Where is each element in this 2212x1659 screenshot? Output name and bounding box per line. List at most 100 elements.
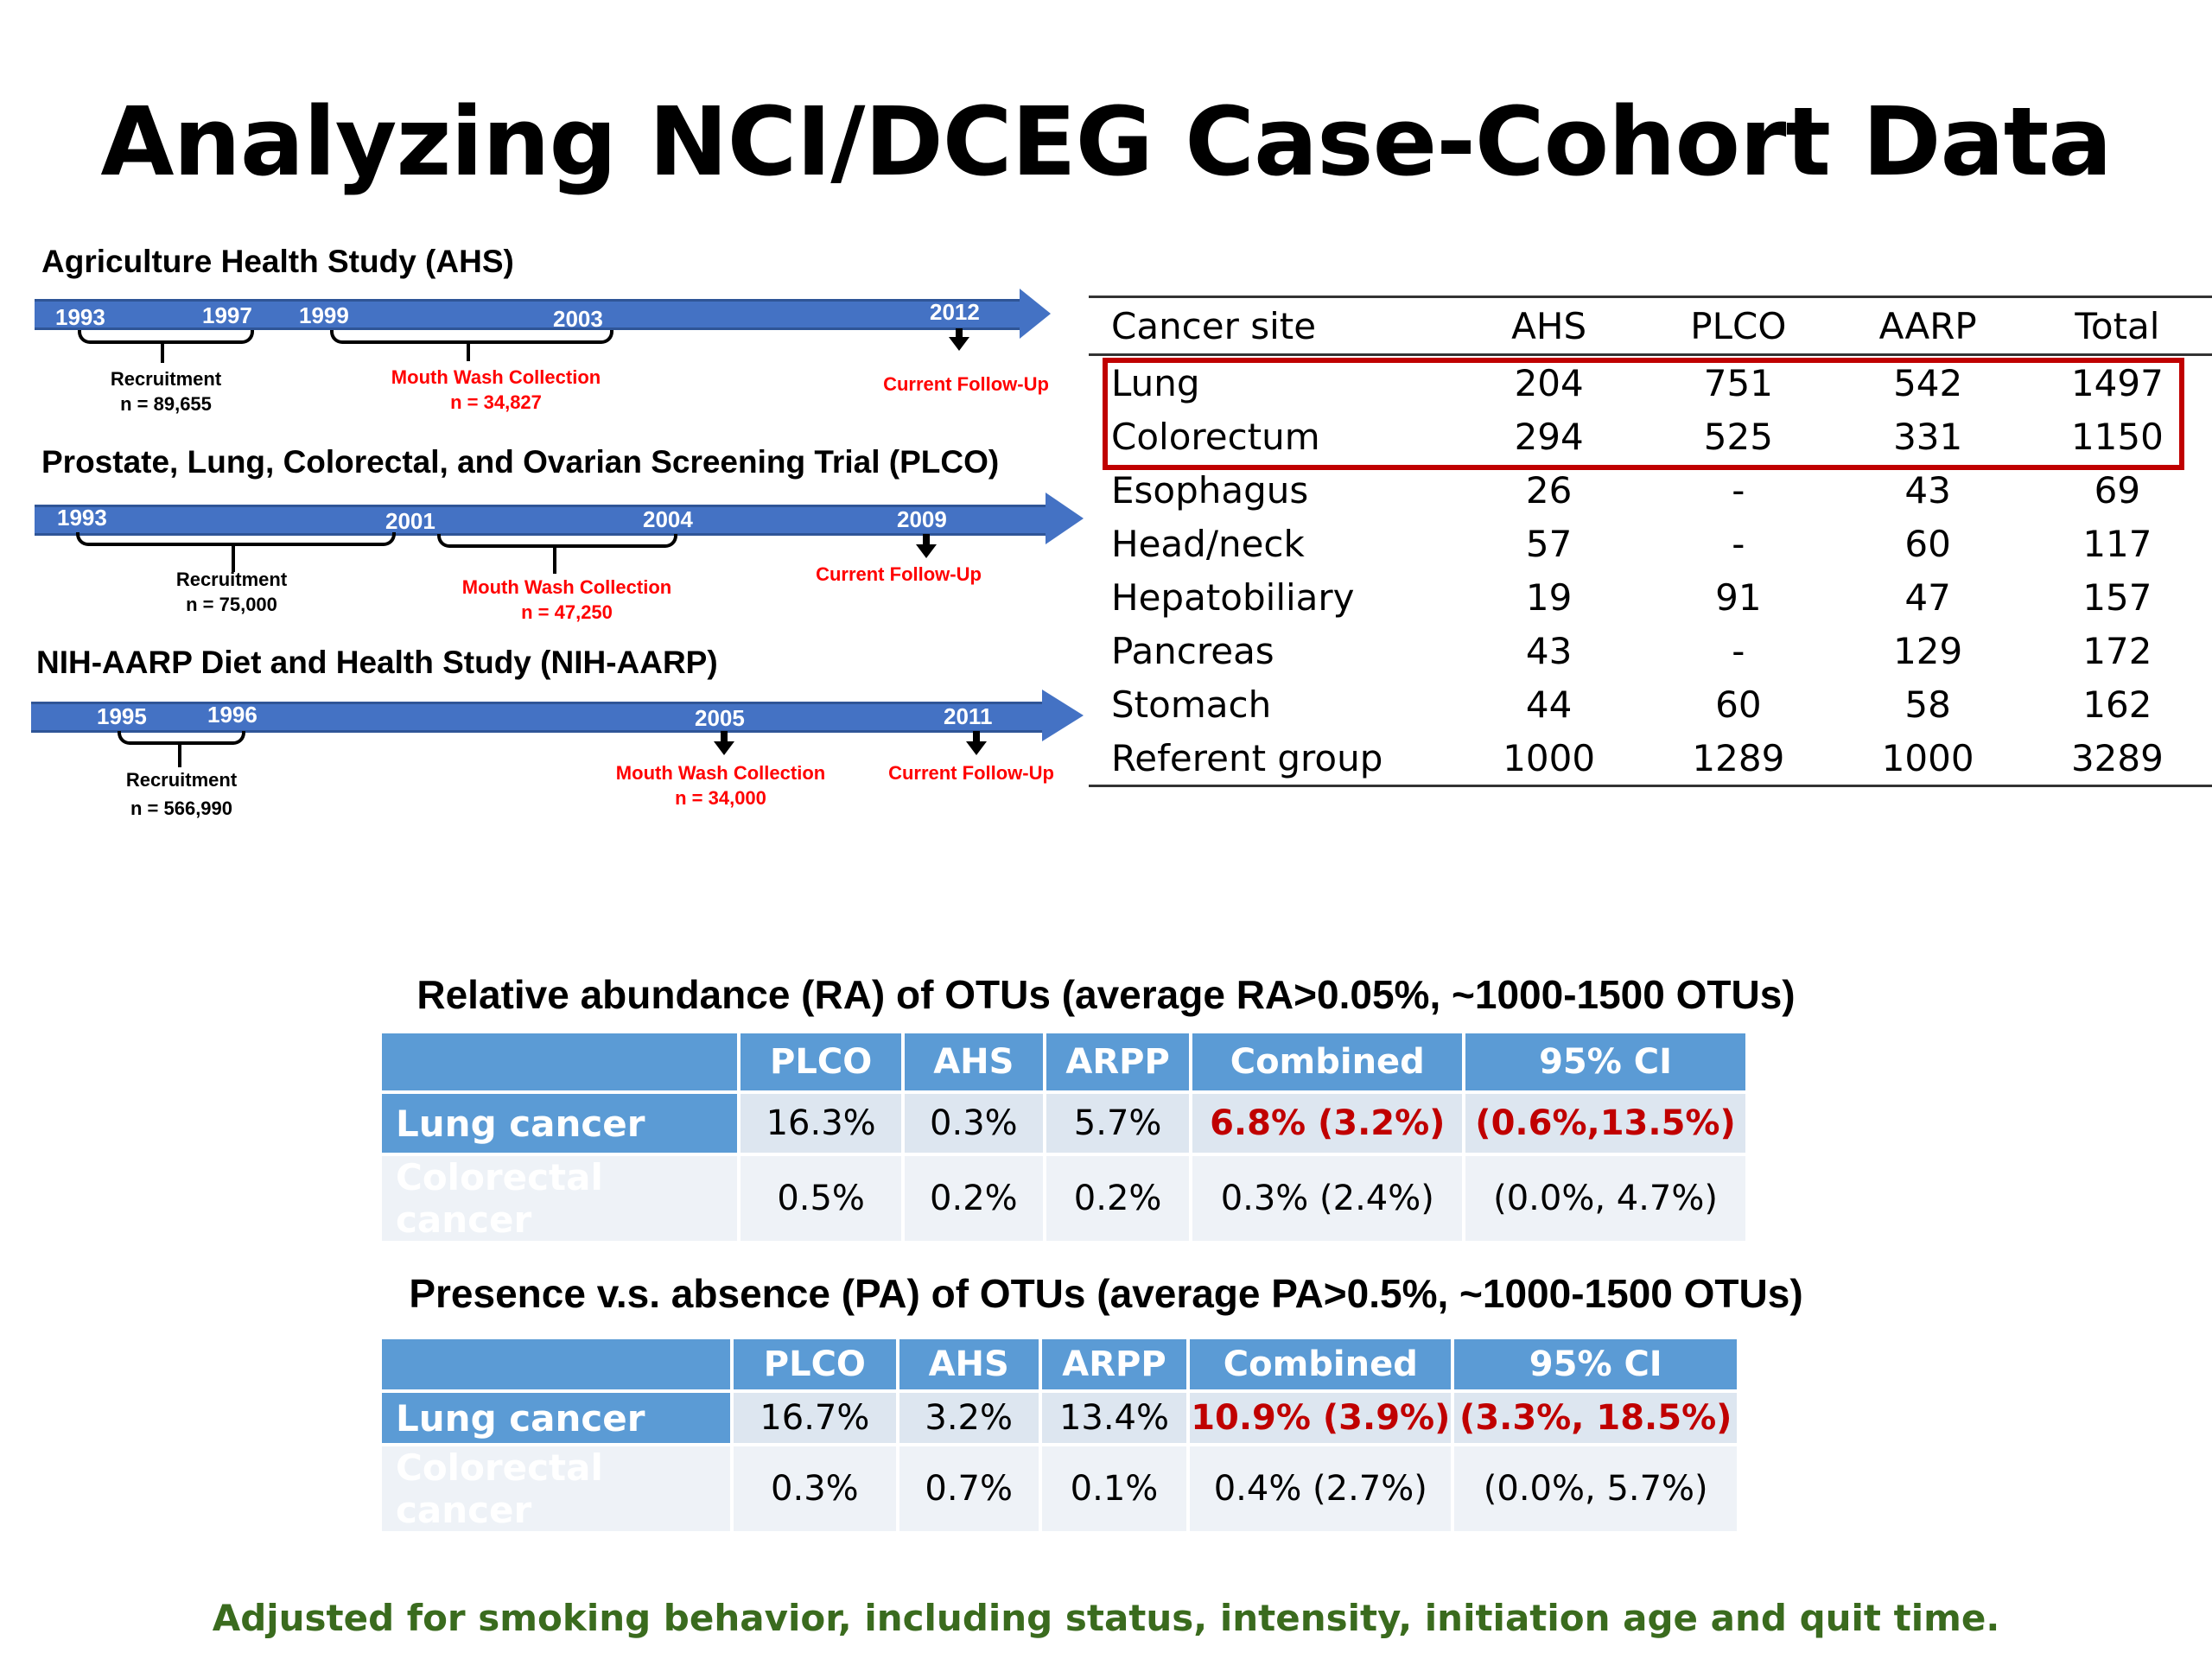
cell-aarp: 47 [1904,575,1951,619]
cell-plco: 0.3% [734,1446,896,1531]
cell-plco: 525 [1703,415,1773,458]
aarp-year-2011: 2011 [944,703,993,729]
ahs-followup-label: Current Follow-Up [883,373,1049,395]
col-header-plco: PLCO [1643,296,1834,356]
ra-header-ahs: AHS [904,1033,1043,1090]
cell-plco: 751 [1703,361,1773,404]
ahs-mouthwash-stem [467,340,470,361]
cell-site: Hepatobiliary [1111,575,1355,619]
ra-header-arpp: ARPP [1046,1033,1190,1090]
cell-total: 157 [2082,575,2152,619]
ra-header-blank [382,1033,738,1090]
ahs-year-1997: 1997 [202,302,252,328]
cell-plco: 0.5% [741,1156,901,1241]
plco-year-2004: 2004 [643,506,693,532]
table-row: Head/neck 57 - 60 117 [1089,517,2212,570]
plco-mouthwash-brace [437,534,677,548]
cell-ci: (3.3%, 18.5%) [1454,1393,1737,1443]
cell-ahs: 44 [1525,683,1573,726]
ahs-year-1993: 1993 [55,304,105,330]
plco-timeline-arrowhead [1046,493,1084,544]
cell-total: 1150 [2070,415,2164,458]
ahs-year-2003: 2003 [553,306,603,332]
cell-aarp: 542 [1893,361,1963,404]
cell-plco: 16.3% [741,1094,901,1153]
ahs-recruitment-brace [78,330,254,344]
aarp-mouthwash-n: n = 34,000 [675,787,766,809]
plco-year-2001: 2001 [385,508,435,534]
pa-header-row: PLCO AHS ARPP Combined 95% CI [382,1339,1737,1389]
row-label-lung-cancer: Lung cancer [382,1393,731,1443]
ahs-timeline-bar [35,299,1028,330]
cell-ahs: 0.2% [904,1156,1043,1241]
col-header-total: Total [2022,296,2212,356]
table-header-row: Cancer site AHS PLCO AARP Total [1089,296,2212,356]
row-label-colorectal-cancer: Colorectal cancer [382,1446,731,1531]
cell-total: 162 [2082,683,2152,726]
cell-ahs: 0.7% [899,1446,1039,1531]
aarp-recruitment-brace [118,731,245,745]
ra-section-title: Relative abundance (RA) of OTUs (average… [416,972,1796,1017]
table-row: Colorectal cancer 0.5% 0.2% 0.2% 0.3% (2… [382,1156,1745,1241]
cell-plco: 60 [1715,683,1762,726]
ahs-followup-arrow [949,328,969,351]
plco-mouthwash-stem [553,544,556,574]
cell-ahs: 43 [1525,629,1573,672]
cell-site: Lung [1111,361,1200,404]
table-row: Stomach 44 60 58 162 [1089,677,2212,731]
ra-header-ci: 95% CI [1465,1033,1745,1090]
aarp-year-1996: 1996 [207,702,257,728]
ahs-recruitment-n: n = 89,655 [120,393,212,415]
table-row: Colorectum 294 525 331 1150 [1089,410,2212,463]
pa-header-ci: 95% CI [1454,1339,1737,1389]
slide-title: Analyzing NCI/DCEG Case-Cohort Data [100,86,2112,197]
cell-arpp: 5.7% [1046,1094,1190,1153]
plco-recruitment-brace [76,532,396,546]
col-header-cancer-site: Cancer site [1089,296,1455,356]
cell-combined: 0.3% (2.4%) [1192,1156,1463,1241]
pa-table: PLCO AHS ARPP Combined 95% CI Lung cance… [378,1336,1740,1535]
cell-ahs: 3.2% [899,1393,1039,1443]
cell-plco: 16.7% [734,1393,896,1443]
col-header-ahs: AHS [1454,296,1644,356]
cell-aarp: 331 [1893,415,1963,458]
footnote-adjustment: Adjusted for smoking behavior, including… [212,1597,2000,1639]
table-row: Colorectal cancer 0.3% 0.7% 0.1% 0.4% (2… [382,1446,1737,1531]
cell-site: Referent group [1089,731,1455,787]
cell-ahs: 294 [1514,415,1584,458]
aarp-recruitment-label: Recruitment [125,769,238,791]
aarp-timeline-bar [31,702,1051,733]
aarp-followup-arrow [966,731,987,755]
aarp-year-1995: 1995 [97,703,147,729]
aarp-recruitment-n: n = 566,990 [130,798,233,819]
table-row: Pancreas 43 - 129 172 [1089,624,2212,677]
aarp-timeline-arrowhead [1042,690,1084,741]
row-label-colorectal-cancer: Colorectal cancer [382,1156,738,1241]
aarp-mouthwash-arrow [714,731,734,755]
cell-plco: 1289 [1643,731,1834,787]
cell-arpp: 0.1% [1041,1446,1187,1531]
plco-mouthwash-label: Mouth Wash Collection [461,576,672,598]
cell-ahs: 26 [1525,468,1573,512]
cell-combined: 6.8% (3.2%) [1192,1094,1463,1153]
plco-recruitment-stem [232,543,235,572]
cell-total: 1497 [2070,361,2164,404]
lung-colorectum-highlight-box [1103,358,2184,470]
aarp-recruitment-stem [178,741,181,767]
plco-mouthwash-n: n = 47,250 [521,601,613,623]
col-header-aarp: AARP [1833,296,2023,356]
cell-ahs: 57 [1525,522,1573,565]
table-row: Esophagus 26 - 43 69 [1089,463,2212,517]
cell-combined: 10.9% (3.9%) [1190,1393,1452,1443]
aarp-study-title: NIH-AARP Diet and Health Study (NIH-AARP… [36,645,718,680]
ahs-study-title: Agriculture Health Study (AHS) [41,244,514,279]
plco-followup-arrow [916,534,937,558]
pa-header-blank [382,1339,731,1389]
cell-aarp: 60 [1904,522,1951,565]
cell-arpp: 0.2% [1046,1156,1190,1241]
plco-recruitment-n: n = 75,000 [186,594,277,615]
cell-ci: (0.0%, 5.7%) [1454,1446,1737,1531]
cell-plco: - [1732,629,1745,672]
pa-header-combined: Combined [1190,1339,1452,1389]
row-label-lung-cancer: Lung cancer [382,1094,738,1153]
